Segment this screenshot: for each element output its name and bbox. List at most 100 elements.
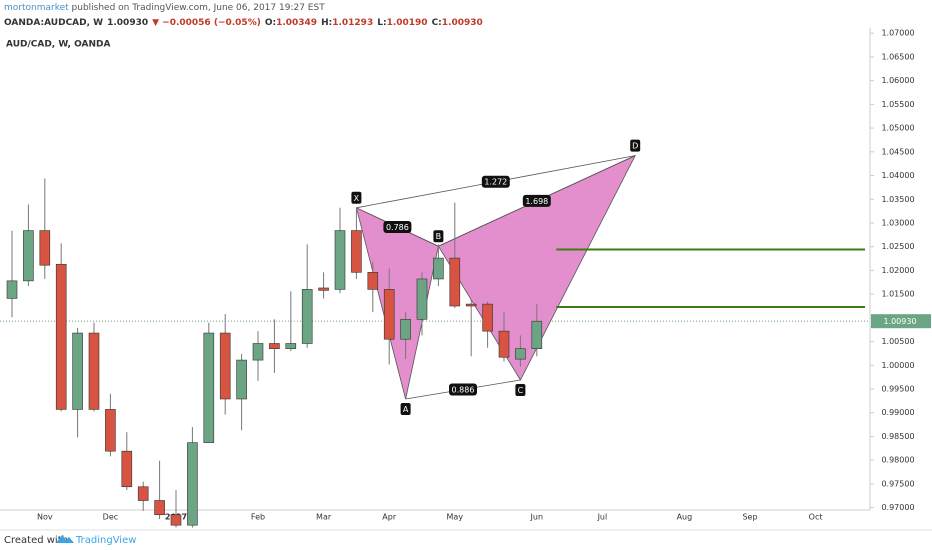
candle-body (433, 257, 444, 280)
candle-body (285, 343, 297, 350)
y-tick-label: 0.97000 (881, 503, 914, 512)
candle-body (6, 280, 18, 299)
candle-body (449, 257, 461, 307)
candle-body (88, 332, 100, 410)
x-tick-label: Aug (677, 513, 693, 522)
candle-body (318, 287, 329, 291)
y-tick-label: 0.99500 (881, 385, 914, 394)
candle-body (416, 278, 428, 320)
y-tick-label: 1.00000 (881, 361, 914, 370)
logo (56, 535, 74, 543)
symbol-part: 1.00349 (276, 18, 317, 28)
y-tick-label: 1.06500 (881, 52, 914, 61)
x-tick-label: Dec (103, 513, 118, 522)
candle-body (367, 272, 379, 290)
candle-body (531, 320, 543, 350)
y-tick-label: 1.02500 (881, 242, 914, 251)
y-tick-label: 1.01500 (881, 290, 914, 299)
y-tick-label: 0.98000 (881, 456, 914, 465)
point-label: A (403, 405, 409, 414)
y-tick-label: 1.02000 (881, 266, 914, 275)
candle-body (187, 442, 198, 526)
candle-body (154, 500, 165, 516)
candle-body (515, 348, 526, 360)
footer-created: Created with (4, 535, 68, 546)
candle-body (351, 230, 362, 273)
ratio-box (522, 194, 551, 207)
symbol-part: L: (377, 18, 386, 28)
symbol-part: OANDA:AUDCAD, W (4, 18, 103, 28)
x-tick-label: Nov (37, 513, 53, 522)
point-box (515, 384, 526, 397)
point-box (630, 139, 641, 152)
header-line: mortonmarket published on TradingView.co… (4, 3, 325, 13)
y-tick-label: 1.04000 (881, 171, 914, 180)
point-box (433, 230, 444, 243)
last-price-label: 1.00930 (883, 317, 916, 326)
x-tick-label: Apr (382, 513, 397, 522)
symbol-part: 1.00190 (387, 18, 428, 28)
x-tick-label: Sep (742, 513, 757, 522)
chart-title: AUD/CAD, W, OANDA (6, 40, 110, 50)
y-tick-label: 0.99000 (881, 408, 914, 417)
candle-body (72, 332, 83, 410)
symbol-part: 1.00930 (107, 18, 148, 28)
footer-brand[interactable]: TradingView (75, 535, 136, 546)
ratio-box (383, 221, 412, 234)
x-tick-label: Jun (530, 513, 544, 522)
symbol-part: 1.01293 (332, 18, 373, 28)
y-tick-label: 1.05500 (881, 100, 914, 109)
y-tick-label: 1.06000 (881, 76, 914, 85)
x-tick-label: Feb (251, 513, 265, 522)
symbol-part: ▼ −0.00056 (−0.05%) (152, 18, 261, 28)
candle-body (269, 343, 280, 350)
y-tick-label: 1.04500 (881, 147, 914, 156)
candle-body (55, 263, 67, 410)
symbol-part: H: (321, 18, 332, 28)
candle-body (252, 343, 264, 361)
last-price-box (871, 314, 931, 329)
y-tick-label: 1.00500 (881, 337, 914, 346)
candle-body (39, 230, 51, 266)
y-tick-label: 1.03500 (881, 195, 914, 204)
candle-body (383, 289, 395, 340)
candle-body (400, 318, 411, 340)
candle-body (301, 289, 313, 344)
ratio-label: 0.786 (386, 223, 409, 232)
point-label: D (632, 142, 638, 151)
y-tick-label: 1.05000 (881, 124, 914, 133)
candle-body (23, 230, 34, 282)
x-tick-label: Jul (597, 513, 608, 522)
candle-body (498, 330, 510, 358)
ratio-box (481, 175, 510, 188)
symbol-part: C: (432, 18, 442, 28)
point-label: X (354, 194, 360, 203)
candle-body (482, 303, 493, 332)
symbol-part: 1.00930 (442, 18, 483, 28)
y-tick-label: 1.07000 (881, 29, 914, 38)
ratio-label: 1.698 (525, 197, 548, 206)
candle-body (465, 303, 477, 307)
x-tick-label: Mar (316, 513, 332, 522)
candle-body (105, 409, 116, 452)
ratio-label: 0.886 (452, 386, 475, 395)
point-box (400, 402, 411, 415)
point-box (351, 191, 362, 204)
publisher[interactable]: mortonmarket (4, 3, 69, 13)
point-label: C (518, 386, 524, 395)
ratio-label: 1.272 (484, 178, 507, 187)
candle-body (137, 486, 149, 501)
symbol-line: OANDA:AUDCAD, W 1.00930 ▼ −0.00056 (−0.05%… (4, 18, 483, 28)
candle-body (219, 332, 231, 400)
candle-body (170, 514, 182, 526)
x-tick-label: Oct (809, 513, 823, 522)
candle-body (236, 359, 247, 400)
symbol-part: O: (265, 18, 276, 28)
y-tick-label: 1.03000 (881, 218, 914, 227)
y-tick-label: 0.98500 (881, 432, 914, 441)
candle-body (203, 332, 215, 443)
candle-body (334, 230, 346, 290)
y-tick-label: 0.97500 (881, 479, 914, 488)
candle-body (121, 450, 133, 488)
